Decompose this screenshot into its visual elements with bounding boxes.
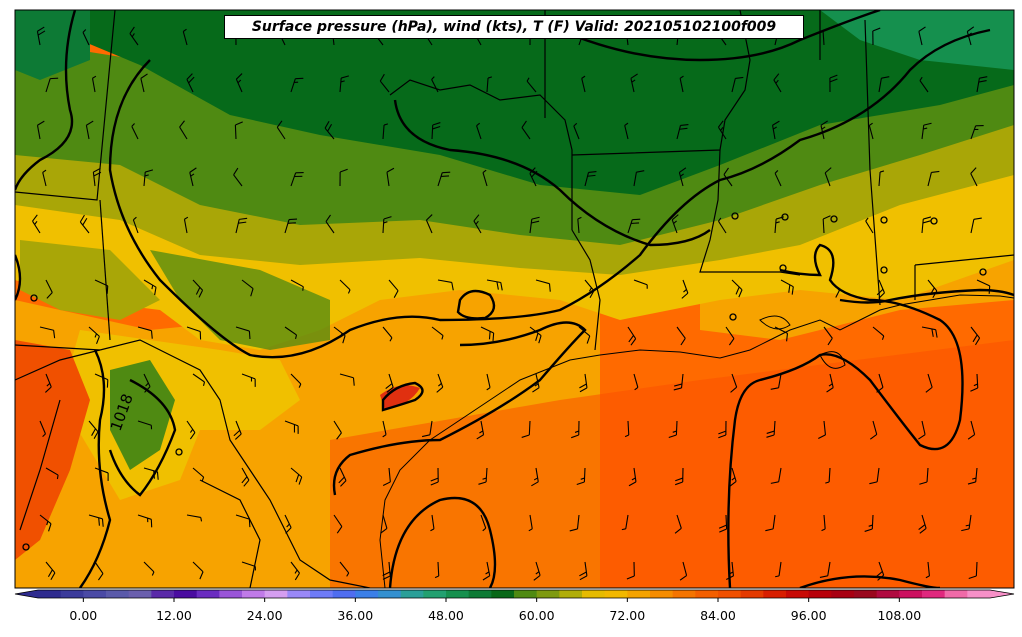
- colorbar-swatch: [446, 590, 469, 598]
- colorbar-swatch: [763, 590, 786, 598]
- colorbar-swatch: [741, 590, 764, 598]
- colorbar-swatch: [514, 590, 537, 598]
- colorbar-swatch: [333, 590, 356, 598]
- colorbar-swatch: [310, 590, 333, 598]
- colorbar-swatch: [809, 590, 832, 598]
- colorbar: [15, 590, 1014, 598]
- colorbar-swatch: [355, 590, 378, 598]
- colorbar-tick-label: 96.00: [791, 608, 827, 623]
- colorbar-swatch: [786, 590, 809, 598]
- colorbar-tick-label: 108.00: [877, 608, 921, 623]
- colorbar-swatch: [106, 590, 129, 598]
- colorbar-tick-label: 72.00: [609, 608, 645, 623]
- colorbar-swatch: [831, 590, 854, 598]
- colorbar-swatch: [854, 590, 877, 598]
- colorbar-swatch: [242, 590, 265, 598]
- colorbar-swatch: [469, 590, 492, 598]
- colorbar-swatch: [265, 590, 288, 598]
- colorbar-extend-min: [15, 590, 38, 598]
- colorbar-swatch: [197, 590, 220, 598]
- colorbar-swatch: [83, 590, 106, 598]
- colorbar-swatch: [537, 590, 560, 598]
- colorbar-extend-max: [990, 590, 1014, 598]
- colorbar-swatch: [401, 590, 424, 598]
- colorbar-swatch: [945, 590, 968, 598]
- colorbar-swatch: [650, 590, 673, 598]
- map-title: Surface pressure (hPa), wind (kts), T (F…: [224, 15, 804, 39]
- colorbar-swatch: [582, 590, 605, 598]
- colorbar-swatch: [899, 590, 922, 598]
- colorbar-tick-label: 36.00: [337, 608, 373, 623]
- colorbar-swatch: [378, 590, 401, 598]
- colorbar-swatch: [287, 590, 310, 598]
- colorbar-swatch: [38, 590, 61, 598]
- colorbar-swatch: [967, 590, 990, 598]
- colorbar-tick-label: 60.00: [519, 608, 555, 623]
- colorbar-swatch: [922, 590, 945, 598]
- colorbar-swatch: [491, 590, 514, 598]
- colorbar-swatch: [695, 590, 718, 598]
- colorbar-tick-label: 84.00: [700, 608, 736, 623]
- colorbar-tick-label: 24.00: [247, 608, 283, 623]
- colorbar-swatch: [423, 590, 446, 598]
- colorbar-swatch: [61, 590, 84, 598]
- colorbar-ticks: 0.00 12.00 24.00 36.00 48.00 60.00 72.00 84.00 9…: [69, 598, 921, 623]
- colorbar-tick-label: 48.00: [428, 608, 464, 623]
- colorbar-swatch: [174, 590, 197, 598]
- colorbar-swatch: [559, 590, 582, 598]
- colorbar-swatch: [605, 590, 628, 598]
- colorbar-swatch: [151, 590, 174, 598]
- colorbar-tick-label: 0.00: [69, 608, 97, 623]
- colorbar-swatch: [129, 590, 152, 598]
- colorbar-swatch: [877, 590, 900, 598]
- colorbar-swatch: [627, 590, 650, 598]
- colorbar-swatch: [718, 590, 741, 598]
- colorbar-swatch: [219, 590, 242, 598]
- colorbar-tick-label: 12.00: [156, 608, 192, 623]
- colorbar-swatch: [673, 590, 696, 598]
